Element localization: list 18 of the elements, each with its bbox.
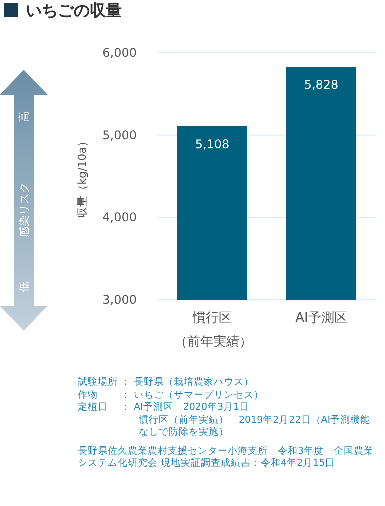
text: 慣行区（前年実績） 2019年2月22日（AI予測機能なしで防除を実施） xyxy=(138,414,372,440)
y-tick-label: 4,000 xyxy=(102,210,137,225)
data-label: 5,108 xyxy=(195,137,230,152)
text: 作物 ： いちご（サマープリンセス） xyxy=(78,390,266,402)
x-tick-label: 慣行区（前年実績） xyxy=(174,310,252,352)
text: 定植日 ： AI予測区 2020年3月1日 xyxy=(78,402,251,414)
text: 低 xyxy=(18,282,31,292)
y-axis-title: 収量（kg/10a） xyxy=(76,136,89,218)
y-tick-label: 6,000 xyxy=(102,46,137,60)
text: 高 xyxy=(18,112,31,122)
data-label: 5,828 xyxy=(304,78,339,92)
y-tick-label: 3,000 xyxy=(102,293,137,307)
y-tick-label: 5,000 xyxy=(102,128,137,142)
text: 感染リスク xyxy=(18,182,31,238)
text: 長野県佐久農業農村支援センター小海支所 令和3年度 全国農業システム化研究会 現地実証調査成績書：令和4年2月15日 xyxy=(78,446,376,470)
chart-title: いちごの収量 xyxy=(25,0,122,22)
x-tick-label: AI予測区 xyxy=(294,310,348,328)
text: 試験場所 ： 長野県（栽培農家ハウス） xyxy=(78,377,256,390)
